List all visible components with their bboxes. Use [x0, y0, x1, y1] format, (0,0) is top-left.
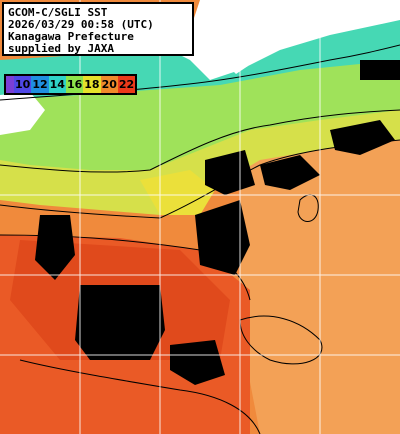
- contour-line: [0, 109, 400, 173]
- legend-item: 20: [100, 76, 118, 93]
- product-title: GCOM-C/SGLI SST: [8, 6, 108, 19]
- legend-item: 18: [83, 76, 101, 93]
- contour-line: [19, 359, 261, 434]
- cloud-south: [170, 340, 225, 385]
- ocean-cool-green: [0, 40, 400, 170]
- legend-item: 22: [117, 76, 136, 93]
- contour-line: [0, 139, 400, 219]
- legend-lead-swatch: [6, 76, 14, 93]
- legend-item: 16: [65, 76, 84, 93]
- map-info-box: GCOM-C/SGLI SST 2026/03/29 00:58 (UTC) K…: [2, 2, 194, 56]
- cloud-center: [195, 200, 250, 275]
- contour-line: [239, 315, 323, 365]
- cloud-north: [205, 150, 255, 195]
- contour-line: [0, 234, 251, 301]
- cloud-main: [75, 285, 165, 360]
- ocean-yellow-patch: [140, 170, 215, 215]
- legend-item: 10: [14, 76, 32, 93]
- land-islet: [220, 52, 248, 74]
- cloud-east: [260, 155, 320, 190]
- cloud-west: [35, 215, 75, 280]
- legend-item: 12: [31, 76, 49, 93]
- land-peninsula: [0, 92, 45, 135]
- legend-item: 14: [48, 76, 66, 93]
- observation-timestamp: 2026/03/29 00:58 (UTC): [8, 18, 154, 31]
- cloud-corner-ne: [360, 60, 400, 80]
- temperature-legend: 10 12 14 16 18 20 22: [4, 74, 138, 95]
- credit-label: supplied by JAXA: [8, 42, 114, 55]
- region-label: Kanagawa Prefecture: [8, 30, 134, 43]
